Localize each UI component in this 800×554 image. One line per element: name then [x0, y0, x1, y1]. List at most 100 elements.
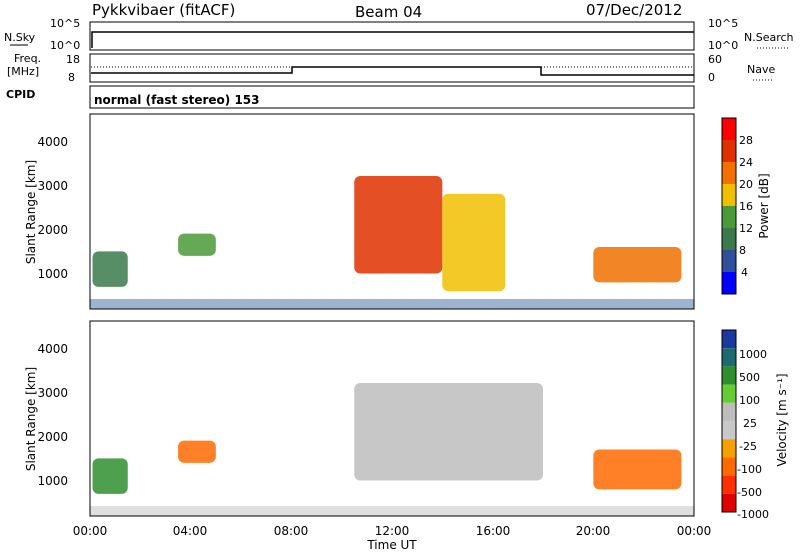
velocity-cells — [90, 383, 694, 516]
nsky-tick-bottom: 10^0 — [50, 39, 80, 52]
vel-cbar-tick-25: 25 — [743, 417, 757, 430]
power-colorbar-frame — [721, 117, 737, 295]
velocity-cbar-cell-1 — [722, 348, 736, 367]
vel-cbar-tick-neg1000: -1000 — [737, 508, 769, 521]
power-cells — [90, 176, 694, 309]
power-ytick-2000: 2000 — [37, 223, 68, 237]
power-colorbar: 4 8 12 16 20 24 28 Power [dB] — [721, 117, 771, 295]
xtick-2000: 20:00 — [576, 524, 611, 538]
nave-tick-bottom: 0 — [708, 71, 715, 84]
velocity-cbar-cell-2 — [722, 366, 736, 385]
power-cbar-tick-20: 20 — [739, 178, 753, 191]
freq-label-1: Freq. — [14, 52, 41, 65]
nave-label: Nave — [747, 63, 775, 76]
velocity-ytick-2000: 2000 — [37, 430, 68, 444]
velocity-panel: 1000 2000 3000 4000 Slant Range [km] — [24, 320, 695, 517]
power-region-0 — [92, 251, 128, 287]
power-cbar-tick-28: 28 — [739, 134, 753, 147]
freq-tick-bottom: 8 — [68, 71, 75, 84]
power-cbar-cell-2 — [722, 228, 736, 250]
vel-cbar-tick-1000: 1000 — [739, 348, 767, 361]
power-panel: 1000 2000 3000 4000 Slant Range [km] — [24, 113, 695, 310]
velocity-cbar-cell-4 — [722, 402, 736, 421]
nsearch-label: N.Search — [744, 31, 794, 44]
power-region-3 — [442, 193, 506, 292]
velocity-near-range-band — [90, 506, 694, 516]
power-ytick-3000: 3000 — [37, 179, 68, 193]
vel-cbar-tick-neg100: -100 — [737, 463, 762, 476]
freq-trace — [91, 66, 694, 76]
cpid-panel — [89, 85, 695, 109]
power-ytick-4000: 4000 — [37, 135, 68, 149]
power-region-2 — [354, 176, 443, 274]
nave-tick-top: 60 — [708, 53, 722, 66]
velocity-ytick-4000: 4000 — [37, 342, 68, 356]
vel-cbar-tick-500: 500 — [739, 371, 760, 384]
nsky-label: N.Sky — [4, 31, 36, 44]
velocity-cbar-cell-3 — [722, 384, 736, 403]
xtick-0000: 00:00 — [73, 524, 108, 538]
power-cbar-cell-6 — [722, 140, 736, 162]
xtick-0400: 04:00 — [173, 524, 208, 538]
x-axis: 00:00 04:00 08:00 12:00 16:00 20:00 00:0… — [73, 524, 712, 552]
velocity-ytick-1000: 1000 — [37, 474, 68, 488]
power-cbar-cell-0 — [722, 272, 736, 294]
xtick-0800: 08:00 — [274, 524, 309, 538]
cpid-label: CPID — [6, 88, 35, 101]
freq-label-2: [MHz] — [7, 65, 39, 78]
power-cbar-label: Power [dB] — [757, 173, 771, 238]
velocity-frame — [89, 320, 695, 517]
power-ytick-1000: 1000 — [37, 267, 68, 281]
vel-cbar-tick-neg500: -500 — [737, 486, 762, 499]
xtick-1200: 12:00 — [375, 524, 410, 538]
freq-tick-top: 18 — [66, 53, 80, 66]
velocity-cbar-label: Velocity [m s⁻¹] — [775, 373, 789, 466]
nsky-trace — [91, 31, 694, 48]
velocity-cbar-cell-5 — [722, 421, 736, 440]
xtick-2400: 00:00 — [677, 524, 712, 538]
power-cbar-cell-4 — [722, 184, 736, 206]
nsearch-tick-top: 10^5 — [708, 17, 738, 30]
nsky-panel — [89, 21, 695, 51]
power-cbar-cell-7 — [722, 118, 736, 140]
power-region-4 — [593, 246, 682, 283]
date-label: 07/Dec/2012 — [586, 1, 682, 19]
velocity-region-0 — [92, 458, 128, 494]
plot-title: Pykkvibaer (fitACF) — [92, 1, 235, 19]
velocity-cbar-cell-9 — [722, 493, 736, 512]
power-cbar-tick-24: 24 — [739, 156, 753, 169]
power-ylabel: Slant Range [km] — [24, 160, 38, 264]
vel-cbar-tick-100: 100 — [739, 394, 760, 407]
power-cbar-tick-12: 12 — [739, 222, 753, 235]
beam-label: Beam 04 — [355, 3, 422, 21]
velocity-colorbar-cells — [722, 330, 736, 512]
power-cbar-cell-1 — [722, 250, 736, 272]
power-colorbar-cells — [722, 118, 736, 294]
power-cbar-cell-3 — [722, 206, 736, 228]
velocity-region-3 — [593, 449, 682, 490]
nsearch-tick-bottom: 10^0 — [708, 39, 738, 52]
freq-panel — [89, 53, 695, 83]
vel-cbar-tick-neg25: -25 — [739, 440, 757, 453]
velocity-cbar-cell-0 — [722, 330, 736, 349]
x-axis-label: Time UT — [366, 538, 417, 552]
power-cbar-tick-4: 4 — [741, 266, 748, 279]
velocity-region-2 — [354, 383, 543, 481]
velocity-ytick-3000: 3000 — [37, 386, 68, 400]
velocity-colorbar-frame — [721, 329, 737, 513]
xtick-1600: 16:00 — [476, 524, 511, 538]
velocity-cbar-cell-6 — [722, 439, 736, 458]
power-near-range-band — [90, 299, 694, 309]
cpid-text: normal (fast stereo) 153 — [94, 93, 260, 107]
velocity-colorbar: 1000 500 100 25 -25 -100 -500 -1000 Velo… — [721, 329, 789, 521]
power-region-1 — [178, 233, 216, 256]
velocity-cbar-cell-7 — [722, 457, 736, 476]
velocity-region-1 — [178, 440, 216, 463]
nsky-tick-top: 10^5 — [50, 17, 80, 30]
velocity-cbar-cell-8 — [722, 475, 736, 494]
velocity-ylabel: Slant Range [km] — [24, 367, 38, 471]
power-cbar-cell-5 — [722, 162, 736, 184]
power-frame — [89, 113, 695, 310]
power-cbar-tick-16: 16 — [739, 200, 753, 213]
